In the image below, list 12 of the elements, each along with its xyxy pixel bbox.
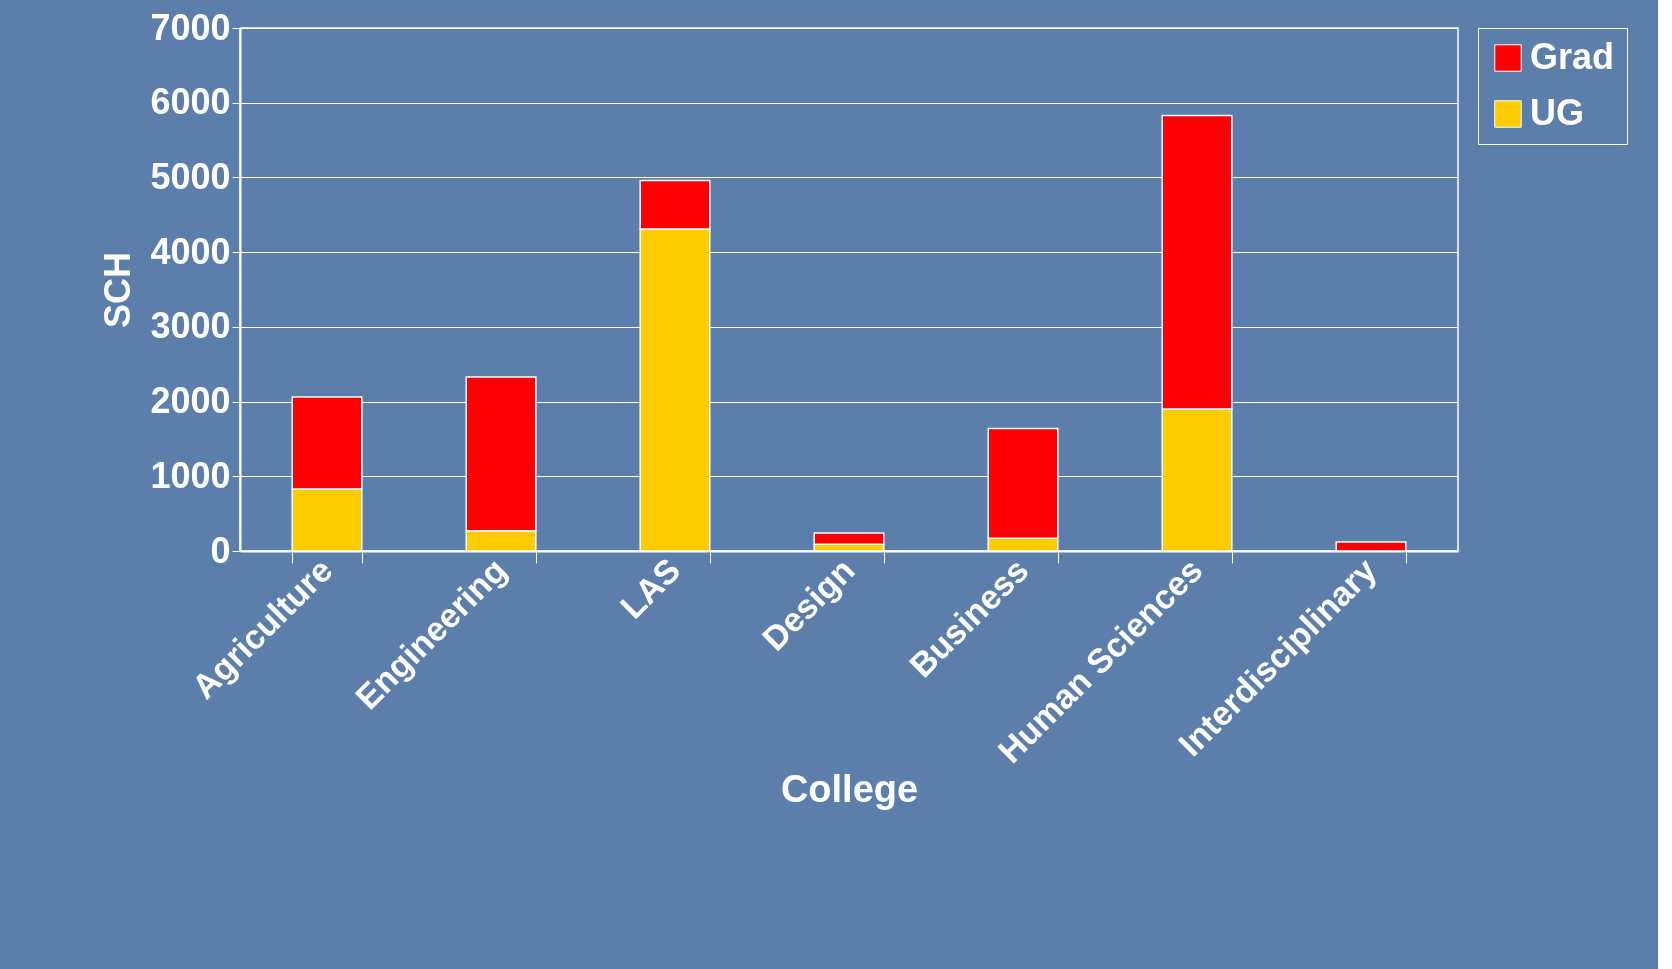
legend-label: Grad	[1530, 36, 1615, 77]
y-tick-label: 7000	[150, 6, 231, 48]
y-tick-label: 2000	[150, 380, 231, 422]
y-tick-label: 4000	[150, 230, 231, 272]
y-axis-title: SCH	[97, 251, 139, 329]
y-tick-label: 3000	[150, 305, 231, 347]
y-tick-label: 6000	[150, 81, 231, 123]
y-tick-label: 1000	[150, 454, 231, 496]
y-tick-label: 0	[210, 529, 231, 571]
y-tick-label: 5000	[150, 155, 231, 197]
x-axis-title: College	[780, 767, 919, 810]
legend-label: UG	[1530, 92, 1584, 133]
